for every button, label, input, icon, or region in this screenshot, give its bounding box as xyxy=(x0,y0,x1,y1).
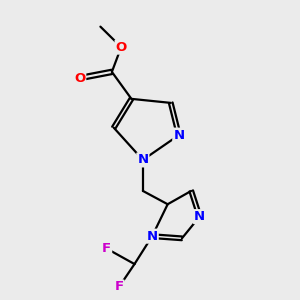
Text: N: N xyxy=(173,129,184,142)
Text: O: O xyxy=(116,40,127,54)
Text: F: F xyxy=(114,280,124,293)
Text: N: N xyxy=(147,230,158,243)
Text: F: F xyxy=(102,242,111,255)
Text: N: N xyxy=(137,153,148,167)
Text: O: O xyxy=(74,72,85,85)
Text: N: N xyxy=(194,210,205,223)
